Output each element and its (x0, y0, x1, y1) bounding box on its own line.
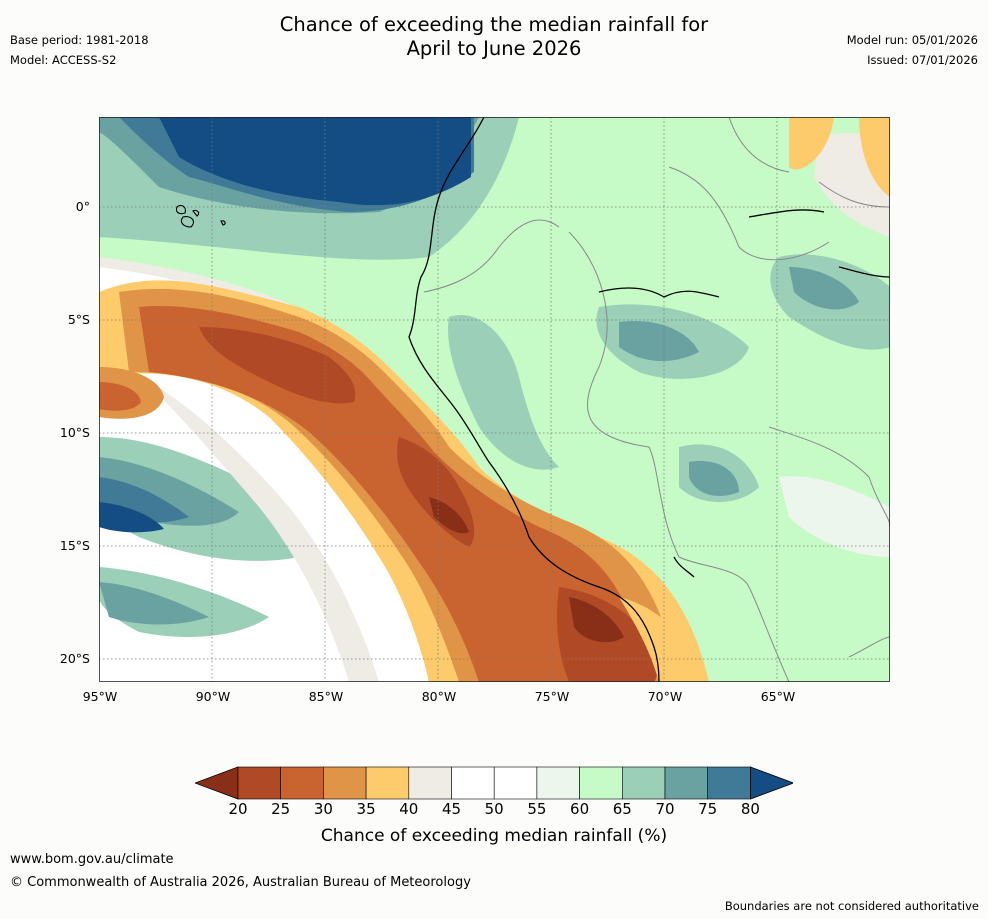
colorbar-tick-label: 50 (484, 800, 504, 818)
base-period: Base period: 1981-2018 (10, 33, 149, 47)
colorbar-cell (536, 766, 580, 800)
colorbar-cell (493, 766, 538, 800)
colorbar-tick-label: 55 (527, 800, 547, 818)
title-line-1: Chance of exceeding the median rainfall … (279, 13, 709, 36)
colorbar-cells (195, 766, 793, 800)
colorbar-cell (237, 766, 282, 800)
country-borders (423, 117, 890, 682)
colorbar-tick-label: 65 (612, 800, 632, 818)
colorbar-tick-label: 40 (399, 800, 419, 818)
boundary-disclaimer: Boundaries are not considered authoritat… (724, 899, 979, 913)
issued-date: Issued: 07/01/2026 (867, 53, 978, 67)
colorbar-cell (664, 766, 709, 800)
colorbar-label: Chance of exceeding median rainfall (%) (320, 826, 668, 846)
lat-label-20s: 20°S (59, 651, 90, 666)
model-run: Model run: 05/01/2026 (846, 33, 978, 47)
colorbar-tick-label: 20 (228, 800, 248, 818)
lon-label-90w: 90°W (195, 689, 231, 704)
colorbar-cell (451, 766, 495, 800)
meta-left: Base period: 1981-2018 Model: ACCESS-S2 (10, 30, 149, 70)
colorbar-cell (408, 766, 452, 800)
galapagos-islands (175, 204, 226, 228)
colorbar-cell (579, 766, 623, 800)
colorbar-cell (621, 766, 666, 800)
model-name: Model: ACCESS-S2 (10, 53, 117, 67)
lon-label-70w: 70°W (647, 689, 683, 704)
colorbar-extend-low (195, 766, 239, 800)
lon-label-85w: 85°W (308, 689, 344, 704)
colorbar-tick-label: 75 (698, 800, 718, 818)
lat-label-5s: 5°S (67, 312, 90, 327)
colorbar-tick-label: 30 (313, 800, 333, 818)
colorbar-tick-label: 80 (740, 800, 760, 818)
colorbar-tick-label: 35 (356, 800, 376, 818)
colorbar-tick-label: 45 (441, 800, 462, 818)
colorbar-tick-label: 70 (655, 800, 675, 818)
colorbar-cell (280, 766, 324, 800)
title-line-2: April to June 2026 (406, 37, 582, 60)
meta-right: Model run: 05/01/2026 Issued: 07/01/2026 (847, 30, 978, 70)
colorbar-tick-label: 25 (271, 800, 291, 818)
map-frame (99, 117, 890, 682)
rainfall-map (99, 117, 890, 682)
lon-label-95w: 95°W (82, 689, 118, 704)
lon-label-75w: 75°W (534, 689, 570, 704)
lat-label-15s: 15°S (59, 538, 90, 553)
lon-label-80w: 80°W (421, 689, 457, 704)
probability-field (99, 117, 890, 682)
footer-copyright: © Commonwealth of Australia 2026, Austra… (10, 875, 471, 890)
colorbar (195, 766, 793, 800)
lat-label-0: 0° (75, 199, 90, 214)
coastline (408, 117, 890, 682)
footer-url[interactable]: www.bom.gov.au/climate (10, 852, 174, 867)
lon-label-65w: 65°W (760, 689, 796, 704)
colorbar-tick-label: 60 (570, 800, 590, 818)
colorbar-cell (323, 766, 367, 800)
colorbar-cell (707, 766, 751, 800)
colorbar-extend-high (750, 766, 793, 800)
colorbar-cell (365, 766, 410, 800)
map-title: Chance of exceeding the median rainfall … (0, 13, 988, 61)
lat-label-10s: 10°S (59, 425, 90, 440)
